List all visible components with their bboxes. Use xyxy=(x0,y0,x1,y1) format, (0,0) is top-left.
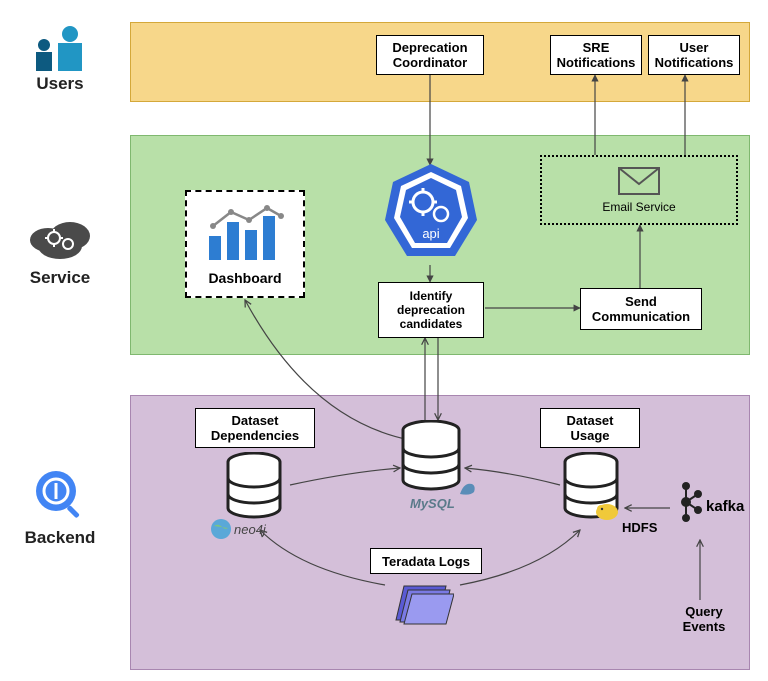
neo4j-label: neo4j xyxy=(234,522,266,537)
neo4j-db-icon xyxy=(225,452,283,520)
neo4j-globe-icon xyxy=(210,518,232,540)
hadoop-elephant-icon xyxy=(594,500,620,522)
user-notifications-text: User Notifications xyxy=(655,40,734,70)
service-icon xyxy=(28,210,92,264)
teradata-folder-icon xyxy=(390,576,454,626)
dashboard-box: Dashboard xyxy=(185,190,305,298)
mysql-db-icon xyxy=(400,420,462,492)
api-text: api xyxy=(422,226,439,241)
send-communication-text: Send Communication xyxy=(592,294,690,324)
user-notifications-box: User Notifications xyxy=(648,35,740,75)
dataset-deps-text: Dataset Dependencies xyxy=(211,413,299,443)
kafka-label: kafka xyxy=(706,498,744,515)
users-label: Users xyxy=(10,74,110,94)
query-events-label: Query Events xyxy=(676,604,732,634)
hdfs-label: HDFS xyxy=(622,520,657,535)
dataset-usage-text: Dataset Usage xyxy=(567,413,614,443)
identify-candidates-box: Identify deprecation candidates xyxy=(378,282,484,338)
teradata-logs-box: Teradata Logs xyxy=(370,548,482,574)
deprecation-coordinator-box: Deprecation Coordinator xyxy=(376,35,484,75)
email-icon xyxy=(617,166,661,196)
mysql-label: MySQL xyxy=(410,496,455,511)
teradata-logs-text: Teradata Logs xyxy=(382,554,470,569)
identify-candidates-text: Identify deprecation candidates xyxy=(397,289,465,331)
sre-notifications-box: SRE Notifications xyxy=(550,35,642,75)
email-service-label: Email Service xyxy=(602,200,675,214)
api-node: api xyxy=(383,160,479,266)
mysql-dolphin-icon xyxy=(458,478,478,498)
dataset-deps-box: Dataset Dependencies xyxy=(195,408,315,448)
dashboard-label: Dashboard xyxy=(208,270,281,286)
backend-label: Backend xyxy=(10,528,110,548)
dataset-usage-box: Dataset Usage xyxy=(540,408,640,448)
dashboard-chart-icon xyxy=(203,202,287,264)
service-label: Service xyxy=(10,268,110,288)
deprecation-coordinator-text: Deprecation Coordinator xyxy=(392,40,467,70)
backend-icon xyxy=(30,465,88,523)
send-communication-box: Send Communication xyxy=(580,288,702,330)
users-icon xyxy=(28,25,92,71)
sre-notifications-text: SRE Notifications xyxy=(557,40,636,70)
email-service-box: Email Service xyxy=(540,155,738,225)
kafka-icon xyxy=(676,480,704,524)
connectors-layer xyxy=(0,0,768,681)
